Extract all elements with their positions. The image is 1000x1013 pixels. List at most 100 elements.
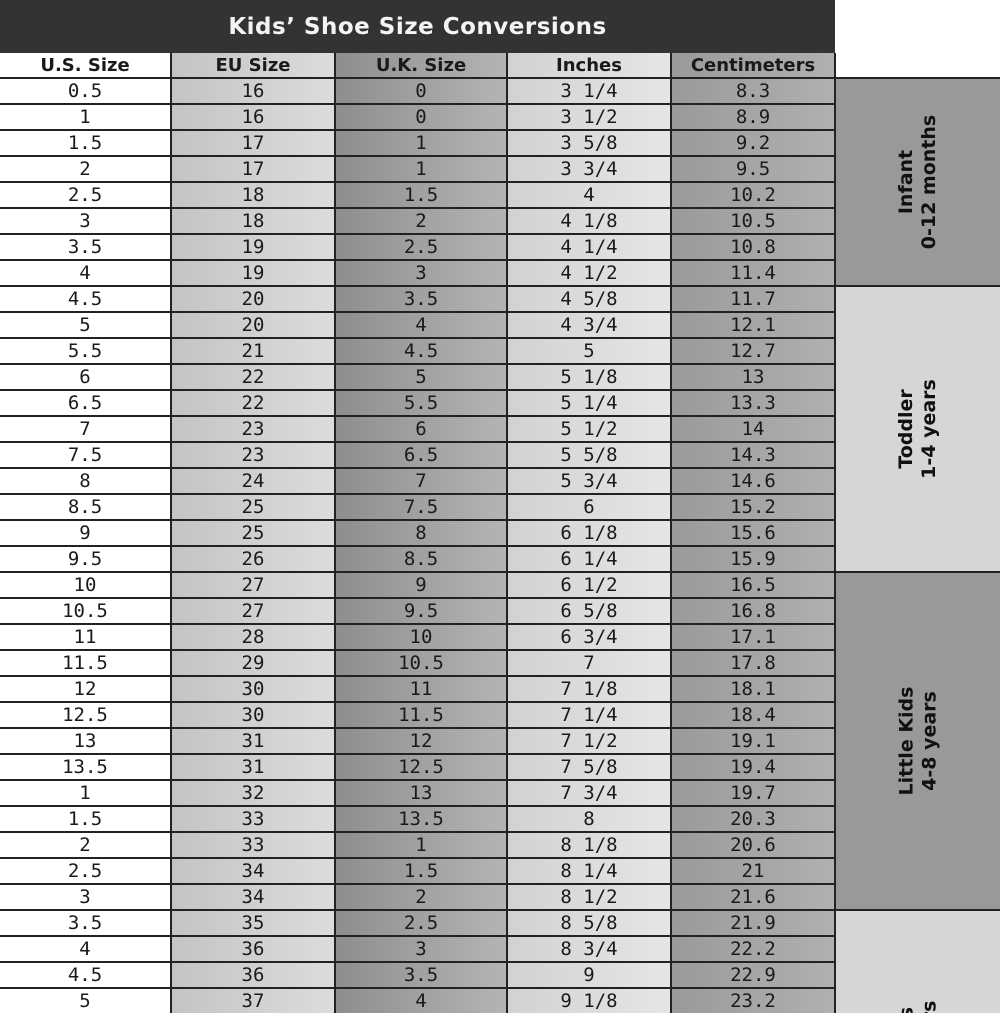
cell-centimeters: 18.4 bbox=[672, 703, 834, 727]
cell-uk-size: 13 bbox=[336, 781, 506, 805]
cell-eu-size: 34 bbox=[172, 859, 334, 883]
column-header-us-size: U.S. Size bbox=[0, 53, 170, 77]
table-title: Kids’ Shoe Size Conversions bbox=[0, 0, 835, 53]
cell-centimeters: 19.1 bbox=[672, 729, 834, 753]
age-group-little-kids: Little Kids 4-8 years bbox=[836, 573, 1000, 909]
cell-inches: 5 1/2 bbox=[508, 417, 670, 441]
cell-inches: 4 1/2 bbox=[508, 261, 670, 285]
cell-eu-size: 18 bbox=[172, 209, 334, 233]
cell-inches: 7 bbox=[508, 651, 670, 675]
cell-uk-size: 8.5 bbox=[336, 547, 506, 571]
cell-uk-size: 3 bbox=[336, 261, 506, 285]
cell-eu-size: 25 bbox=[172, 521, 334, 545]
cell-eu-size: 35 bbox=[172, 911, 334, 935]
age-group-infant: Infant 0-12 months bbox=[836, 79, 1000, 285]
cell-centimeters: 12.1 bbox=[672, 313, 834, 337]
cell-inches: 7 5/8 bbox=[508, 755, 670, 779]
column-header-uk-size: U.K. Size bbox=[336, 53, 506, 77]
cell-us-size: 10.5 bbox=[0, 599, 170, 623]
cell-eu-size: 16 bbox=[172, 79, 334, 103]
cell-uk-size: 3.5 bbox=[336, 287, 506, 311]
cell-us-size: 10 bbox=[0, 573, 170, 597]
cell-inches: 7 1/8 bbox=[508, 677, 670, 701]
cell-eu-size: 19 bbox=[172, 235, 334, 259]
cell-eu-size: 24 bbox=[172, 469, 334, 493]
cell-centimeters: 23.2 bbox=[672, 989, 834, 1013]
cell-centimeters: 13.3 bbox=[672, 391, 834, 415]
cell-uk-size: 1.5 bbox=[336, 183, 506, 207]
cell-inches: 8 5/8 bbox=[508, 911, 670, 935]
cell-inches: 4 5/8 bbox=[508, 287, 670, 311]
cell-inches: 8 1/4 bbox=[508, 859, 670, 883]
cell-uk-size: 9.5 bbox=[336, 599, 506, 623]
cell-eu-size: 34 bbox=[172, 885, 334, 909]
cell-centimeters: 14.6 bbox=[672, 469, 834, 493]
cell-us-size: 2 bbox=[0, 833, 170, 857]
cell-eu-size: 17 bbox=[172, 157, 334, 181]
cell-uk-size: 4 bbox=[336, 989, 506, 1013]
cell-centimeters: 22.9 bbox=[672, 963, 834, 987]
cell-us-size: 11 bbox=[0, 625, 170, 649]
cell-inches: 7 1/4 bbox=[508, 703, 670, 727]
cell-us-size: 3.5 bbox=[0, 911, 170, 935]
cell-uk-size: 6 bbox=[336, 417, 506, 441]
cell-us-size: 7 bbox=[0, 417, 170, 441]
age-group-label: Toddler 1-4 years bbox=[895, 379, 941, 479]
cell-inches: 6 bbox=[508, 495, 670, 519]
cell-uk-size: 8 bbox=[336, 521, 506, 545]
cell-uk-size: 6.5 bbox=[336, 443, 506, 467]
cell-uk-size: 1 bbox=[336, 157, 506, 181]
cell-us-size: 3 bbox=[0, 885, 170, 909]
cell-us-size: 4 bbox=[0, 261, 170, 285]
cell-uk-size: 5.5 bbox=[336, 391, 506, 415]
cell-inches: 7 1/2 bbox=[508, 729, 670, 753]
cell-eu-size: 33 bbox=[172, 807, 334, 831]
cell-centimeters: 16.5 bbox=[672, 573, 834, 597]
cell-centimeters: 14.3 bbox=[672, 443, 834, 467]
cell-us-size: 12 bbox=[0, 677, 170, 701]
cell-uk-size: 0 bbox=[336, 79, 506, 103]
cell-centimeters: 18.1 bbox=[672, 677, 834, 701]
size-conversion-table: U.S. Size EU Size U.K. Size Inches Centimete… bbox=[0, 53, 1000, 1013]
cell-centimeters: 22.2 bbox=[672, 937, 834, 961]
cell-centimeters: 19.4 bbox=[672, 755, 834, 779]
cell-centimeters: 17.1 bbox=[672, 625, 834, 649]
cell-centimeters: 9.2 bbox=[672, 131, 834, 155]
cell-centimeters: 20.3 bbox=[672, 807, 834, 831]
cell-eu-size: 33 bbox=[172, 833, 334, 857]
cell-eu-size: 36 bbox=[172, 937, 334, 961]
cell-inches: 6 5/8 bbox=[508, 599, 670, 623]
cell-us-size: 2.5 bbox=[0, 859, 170, 883]
cell-centimeters: 10.5 bbox=[672, 209, 834, 233]
cell-inches: 3 1/2 bbox=[508, 105, 670, 129]
cell-uk-size: 1 bbox=[336, 833, 506, 857]
cell-us-size: 11.5 bbox=[0, 651, 170, 675]
cell-centimeters: 14 bbox=[672, 417, 834, 441]
cell-us-size: 13 bbox=[0, 729, 170, 753]
age-group-label: Little Kids 4-8 years bbox=[895, 687, 941, 796]
age-group-range: 1-4 years bbox=[918, 379, 940, 479]
cell-uk-size: 7.5 bbox=[336, 495, 506, 519]
cell-inches: 5 bbox=[508, 339, 670, 363]
cell-centimeters: 17.8 bbox=[672, 651, 834, 675]
cell-inches: 5 1/8 bbox=[508, 365, 670, 389]
cell-uk-size: 11 bbox=[336, 677, 506, 701]
cell-us-size: 2.5 bbox=[0, 183, 170, 207]
cell-us-size: 12.5 bbox=[0, 703, 170, 727]
age-group-kids: Kidsyears bbox=[836, 911, 1000, 1013]
cell-uk-size: 3.5 bbox=[336, 963, 506, 987]
cell-centimeters: 13 bbox=[672, 365, 834, 389]
cell-eu-size: 23 bbox=[172, 417, 334, 441]
cell-eu-size: 29 bbox=[172, 651, 334, 675]
cell-inches: 6 1/8 bbox=[508, 521, 670, 545]
cell-eu-size: 22 bbox=[172, 391, 334, 415]
cell-centimeters: 19.7 bbox=[672, 781, 834, 805]
age-group-label: Kidsyears bbox=[895, 1001, 941, 1013]
cell-uk-size: 10 bbox=[336, 625, 506, 649]
age-group-name: Infant bbox=[895, 149, 917, 215]
cell-centimeters: 11.4 bbox=[672, 261, 834, 285]
cell-uk-size: 4.5 bbox=[336, 339, 506, 363]
cell-inches: 5 3/4 bbox=[508, 469, 670, 493]
cell-inches: 4 bbox=[508, 183, 670, 207]
cell-uk-size: 10.5 bbox=[336, 651, 506, 675]
